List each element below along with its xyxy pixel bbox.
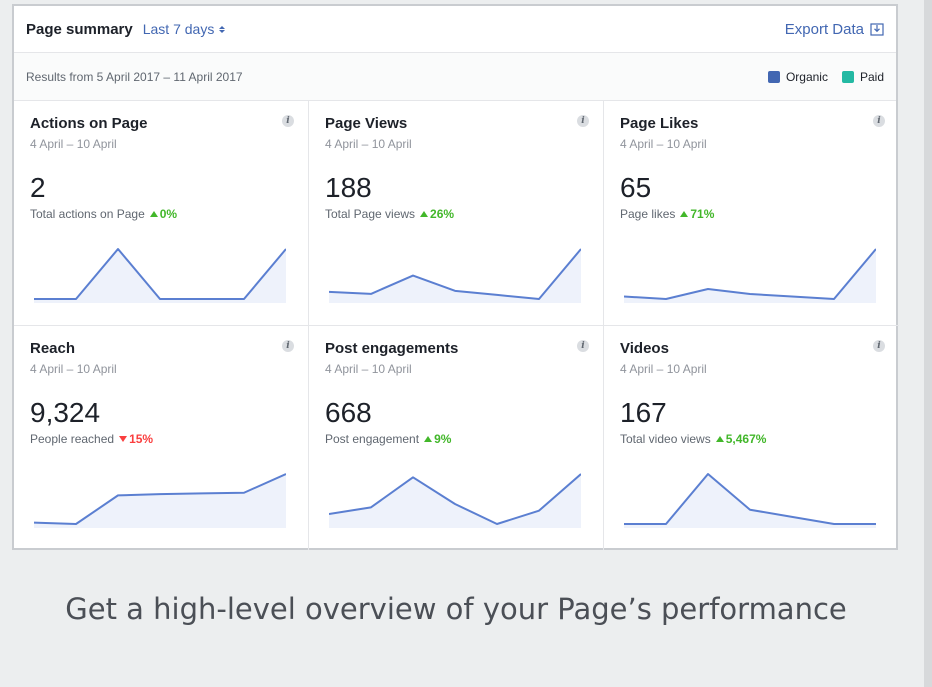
- sparkline-area: [624, 474, 876, 528]
- card-date-range: 4 April – 10 April: [325, 137, 412, 151]
- card-subtitle: Total Page views 26%: [325, 207, 587, 221]
- card-title: Page Views: [325, 115, 408, 132]
- card-sub-label: People reached: [30, 432, 115, 446]
- card-reach[interactable]: Reach 4 April – 10 April i 9,324 People …: [14, 326, 309, 550]
- card-sub-label: Page likes: [620, 207, 676, 221]
- card-sub-label: Total Page views: [325, 207, 416, 221]
- card-videos[interactable]: Videos 4 April – 10 April i 167 Total vi…: [604, 326, 899, 550]
- card-value: 668: [325, 397, 372, 428]
- card-title: Videos: [620, 340, 669, 357]
- page-summary-panel: Page summary Last 7 days Export Data Res…: [12, 4, 899, 550]
- export-data-button[interactable]: Export Data: [785, 21, 884, 38]
- organic-swatch: [767, 70, 780, 83]
- date-range-label: Last 7 days: [142, 21, 215, 37]
- sparkline-chart: [329, 473, 581, 528]
- results-bar: Results from 5 April 2017 – 11 April 201…: [14, 53, 896, 101]
- info-icon[interactable]: i: [577, 115, 589, 127]
- trend-up-icon: [715, 436, 724, 442]
- sparkline-line: [624, 473, 876, 525]
- trend-down-icon: [119, 436, 128, 442]
- card-date-range: 4 April – 10 April: [620, 137, 707, 151]
- sparkline-area: [34, 249, 286, 303]
- paid-swatch: [841, 70, 854, 83]
- sparkline-chart: [34, 248, 286, 303]
- trend-value: 26%: [430, 207, 455, 221]
- download-icon: [870, 23, 884, 36]
- trend-value: 15%: [129, 432, 154, 446]
- info-icon[interactable]: i: [282, 340, 294, 352]
- card-subtitle: Total video views 5,467%: [620, 432, 883, 446]
- card-actions-on-page[interactable]: Actions on Page 4 April – 10 April i 2 T…: [14, 101, 309, 326]
- trend-value: 9%: [434, 432, 452, 446]
- trend-indicator: 5,467%: [715, 432, 767, 446]
- page-caption: Get a high-level overview of your Page’s…: [65, 592, 847, 626]
- legend: Organic Paid: [754, 70, 884, 84]
- card-title: Page Likes: [620, 115, 699, 132]
- legend-item-paid[interactable]: Paid: [841, 69, 884, 84]
- sparkline-area: [34, 474, 286, 528]
- card-date-range: 4 April – 10 April: [30, 362, 117, 376]
- card-sub-label: Total video views: [620, 432, 711, 446]
- card-title: Actions on Page: [30, 115, 148, 132]
- sparkline-chart: [624, 248, 876, 303]
- card-value: 167: [620, 397, 667, 428]
- card-subtitle: Total actions on Page 0%: [30, 207, 292, 221]
- page-summary-title: Page summary: [26, 20, 133, 38]
- sparkline-chart: [624, 473, 876, 528]
- card-date-range: 4 April – 10 April: [325, 362, 412, 376]
- card-title: Post engagements: [325, 340, 459, 357]
- card-page-views[interactable]: Page Views 4 April – 10 April i 188 Tota…: [309, 101, 604, 326]
- card-date-range: 4 April – 10 April: [620, 362, 707, 376]
- legend-label-paid: Paid: [859, 69, 884, 84]
- sparkline-area: [329, 249, 581, 303]
- card-sub-label: Total actions on Page: [30, 207, 145, 221]
- right-rail: [924, 0, 932, 687]
- trend-up-icon: [424, 436, 433, 442]
- sparkline-chart: [34, 473, 286, 528]
- sparkline-line: [624, 248, 876, 300]
- sparkline-area: [624, 249, 876, 303]
- card-subtitle: People reached 15%: [30, 432, 292, 446]
- info-icon[interactable]: i: [577, 340, 589, 352]
- trend-indicator: 9%: [424, 432, 451, 446]
- card-sub-label: Post engagement: [325, 432, 420, 446]
- sparkline-line: [34, 248, 286, 300]
- card-page-likes[interactable]: Page Likes 4 April – 10 April i 65 Page …: [604, 101, 899, 326]
- sparkline-line: [34, 473, 286, 525]
- sparkline-line: [329, 473, 581, 525]
- sparkline-chart: [329, 248, 581, 303]
- card-value: 9,324: [30, 397, 101, 428]
- card-value: 2: [30, 172, 46, 203]
- card-post-engagements[interactable]: Post engagements 4 April – 10 April i 66…: [309, 326, 604, 550]
- card-title: Reach: [30, 340, 76, 357]
- card-subtitle: Page likes 71%: [620, 207, 883, 221]
- panel-header: Page summary Last 7 days Export Data: [14, 6, 896, 53]
- trend-value: 5,467%: [725, 432, 767, 446]
- trend-up-icon: [149, 211, 158, 217]
- trend-up-icon: [420, 211, 429, 217]
- trend-indicator: 71%: [680, 207, 714, 221]
- info-icon[interactable]: i: [873, 115, 885, 127]
- legend-item-organic[interactable]: Organic: [767, 69, 828, 84]
- export-data-label: Export Data: [784, 20, 864, 38]
- card-date-range: 4 April – 10 April: [30, 137, 117, 151]
- trend-value: 0%: [159, 207, 178, 221]
- card-value: 65: [620, 172, 652, 203]
- trend-indicator: 0%: [149, 207, 178, 221]
- card-subtitle: Post engagement 9%: [325, 432, 587, 446]
- date-range-select[interactable]: Last 7 days: [143, 21, 226, 37]
- trend-value: 71%: [690, 207, 715, 221]
- legend-label-organic: Organic: [785, 69, 828, 84]
- results-range-text: Results from 5 April 2017 – 11 April 201…: [26, 69, 243, 84]
- metrics-grid: Actions on Page 4 April – 10 April i 2 T…: [14, 101, 899, 550]
- trend-indicator: 26%: [420, 207, 454, 221]
- sparkline-line: [329, 248, 581, 300]
- info-icon[interactable]: i: [873, 340, 885, 352]
- card-value: 188: [325, 172, 372, 203]
- sparkline-area: [329, 474, 581, 528]
- trend-up-icon: [680, 211, 689, 217]
- sort-updown-icon: [219, 25, 226, 33]
- info-icon[interactable]: i: [282, 115, 294, 127]
- trend-indicator: 15%: [119, 432, 153, 446]
